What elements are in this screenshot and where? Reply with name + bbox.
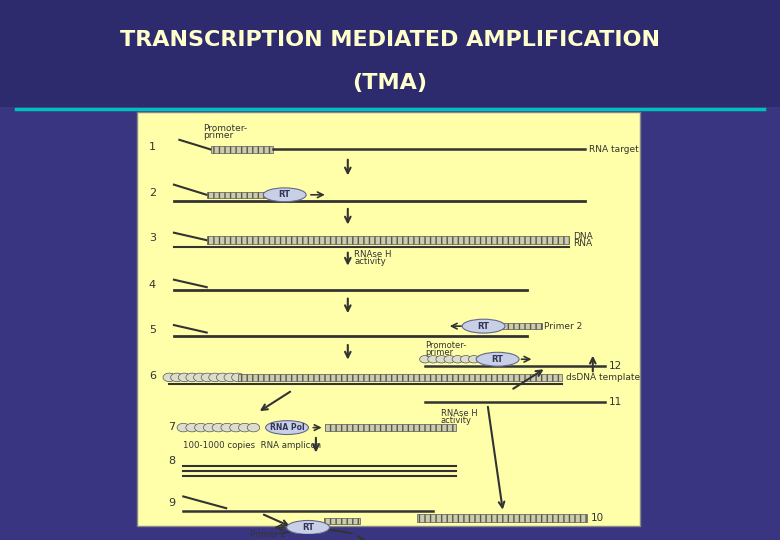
Text: RT: RT [491, 355, 504, 364]
Text: 5: 5 [149, 326, 156, 335]
Bar [324, 518, 360, 524]
Text: activity: activity [354, 256, 386, 266]
Ellipse shape [264, 188, 306, 202]
Circle shape [444, 355, 455, 363]
Bar [207, 192, 265, 198]
Ellipse shape [287, 521, 329, 535]
Text: 7: 7 [168, 422, 176, 431]
Text: RT: RT [477, 322, 490, 330]
Circle shape [216, 373, 229, 382]
Text: RNA: RNA [573, 239, 593, 248]
Text: 12: 12 [608, 361, 622, 371]
Circle shape [179, 373, 191, 382]
Text: TRANSCRIPTION MEDIATED AMPLIFICATION: TRANSCRIPTION MEDIATED AMPLIFICATION [120, 30, 660, 50]
Ellipse shape [265, 421, 309, 435]
Text: RT: RT [278, 190, 291, 199]
Circle shape [186, 373, 198, 382]
Circle shape [229, 423, 242, 432]
Text: activity: activity [441, 416, 472, 424]
Circle shape [247, 423, 260, 432]
Circle shape [221, 423, 233, 432]
Bar [136, 112, 640, 526]
Text: 100-1000 copies  RNA amplicon: 100-1000 copies RNA amplicon [183, 441, 321, 450]
Text: 9: 9 [168, 498, 176, 508]
Text: 6: 6 [149, 372, 156, 381]
Text: 4: 4 [149, 280, 156, 290]
Circle shape [171, 373, 183, 382]
Circle shape [460, 355, 471, 363]
Circle shape [420, 355, 431, 363]
Circle shape [209, 373, 222, 382]
Circle shape [201, 373, 214, 382]
Text: 3: 3 [149, 233, 156, 243]
Circle shape [194, 423, 207, 432]
Text: Promoter-: Promoter- [203, 124, 247, 132]
Text: Primer 2: Primer 2 [544, 322, 582, 330]
Text: Primer 2: Primer 2 [250, 530, 285, 539]
Circle shape [477, 355, 488, 363]
Text: 11: 11 [608, 397, 622, 407]
Text: 1: 1 [149, 142, 156, 152]
Circle shape [452, 355, 463, 363]
Text: 2: 2 [149, 188, 156, 198]
Text: RNAse H: RNAse H [354, 250, 392, 259]
Circle shape [469, 355, 480, 363]
Bar [502, 323, 542, 329]
Circle shape [204, 423, 216, 432]
Circle shape [212, 423, 225, 432]
Circle shape [239, 423, 251, 432]
Text: Promoter-: Promoter- [425, 341, 466, 350]
Circle shape [232, 373, 244, 382]
Circle shape [163, 373, 176, 382]
Circle shape [436, 355, 447, 363]
Text: RNA target: RNA target [589, 145, 639, 154]
Circle shape [224, 373, 236, 382]
Circle shape [427, 355, 438, 363]
Text: DNA: DNA [573, 232, 593, 241]
Text: RNAse H: RNAse H [441, 409, 477, 418]
Text: RT: RT [302, 523, 314, 532]
Ellipse shape [476, 352, 519, 366]
Text: 10: 10 [590, 513, 604, 523]
Bar [207, 237, 569, 244]
Text: RNA Pol: RNA Pol [270, 423, 304, 432]
Text: primer: primer [425, 348, 453, 357]
Bar [417, 514, 587, 522]
Circle shape [186, 423, 198, 432]
Circle shape [193, 373, 206, 382]
Circle shape [177, 423, 190, 432]
Ellipse shape [462, 319, 505, 333]
Text: 8: 8 [168, 456, 176, 465]
Bar [325, 424, 456, 431]
Bar [238, 374, 562, 381]
Text: (TMA): (TMA) [353, 73, 427, 93]
Bar [211, 146, 273, 153]
Text: dsDNA template: dsDNA template [566, 373, 640, 382]
Bar [0, 0, 780, 107]
Text: primer: primer [203, 131, 233, 139]
